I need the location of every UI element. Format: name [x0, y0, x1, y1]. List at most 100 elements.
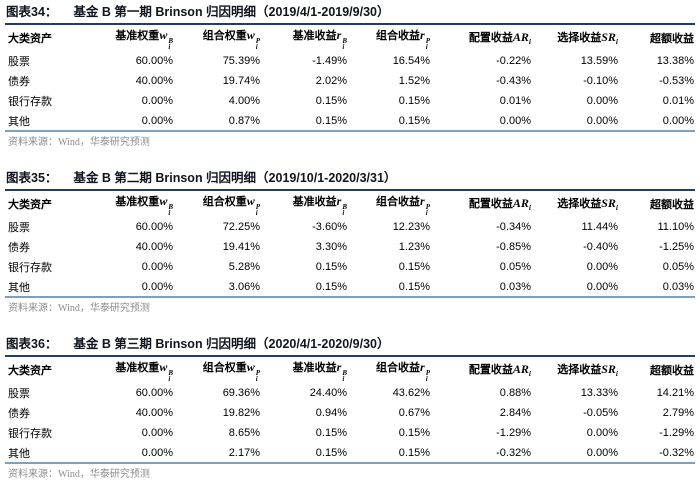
cell: -1.49% — [312, 55, 347, 67]
source-note: 资料来源：Wind，华泰研究预测 — [8, 303, 150, 314]
cell: 0.15% — [398, 95, 430, 107]
cell: 13.59% — [580, 55, 618, 67]
table-row-bank-deposits: 银行存款 0.00% 8.65% 0.15% 0.15% -1.29% 0.00… — [5, 423, 695, 443]
cell: 0.15% — [398, 114, 430, 127]
cell: 75.39% — [222, 55, 260, 67]
cell: 0.00% — [141, 446, 173, 459]
cell: -1.25% — [659, 241, 694, 253]
asset-label: 股票 — [8, 388, 30, 400]
source-note: 资料来源：Wind，华泰研究预测 — [8, 469, 150, 480]
table-row-bonds: 债券 40.00% 19.41% 3.30% 1.23% -0.85% -0.4… — [5, 237, 695, 257]
cell: 0.15% — [315, 280, 347, 293]
cell: 0.00% — [141, 427, 173, 439]
cell: 43.62% — [392, 387, 430, 399]
cell: -0.43% — [496, 75, 531, 87]
cell: -0.05% — [583, 407, 618, 419]
figure-35-title: 图表35： 基金 B 第二期 Brinson 归因明细（2019/10/1-20… — [5, 169, 695, 191]
figure-34-title: 图表34： 基金 B 第一期 Brinson 归因明细（2019/4/1-201… — [5, 3, 695, 25]
cell: 0.15% — [315, 95, 347, 107]
cell: 2.84% — [499, 407, 531, 419]
asset-label: 银行存款 — [8, 428, 52, 440]
cell: 69.36% — [222, 387, 260, 399]
cell: 0.94% — [315, 407, 347, 419]
figure-35-caption: 基金 B 第二期 Brinson 归因明细（2019/10/1-2020/3/3… — [73, 171, 397, 185]
figure-36-number: 图表36： — [6, 337, 58, 351]
cell: 19.82% — [222, 407, 260, 419]
col-header-selection-return: 选择收益SRi — [557, 30, 618, 47]
cell: 13.38% — [656, 55, 694, 67]
cell: 72.25% — [222, 221, 260, 233]
asset-label: 其他 — [8, 447, 30, 460]
col-header-allocation-return: 配置收益ARi — [468, 362, 531, 379]
cell: 0.15% — [315, 114, 347, 127]
cell: 0.01% — [499, 95, 531, 107]
asset-label: 股票 — [8, 56, 30, 68]
figure-36: 图表36： 基金 B 第三期 Brinson 归因明细（2020/4/1-202… — [5, 335, 695, 481]
cell: 0.87% — [228, 114, 260, 127]
asset-label: 债券 — [8, 242, 30, 254]
cell: 14.21% — [656, 387, 694, 399]
cell: 0.15% — [315, 261, 347, 273]
figure-35-number: 图表35： — [6, 171, 58, 185]
cell: 2.17% — [228, 446, 260, 459]
cell: 5.28% — [228, 261, 260, 273]
cell: 0.03% — [499, 280, 531, 293]
cell: 2.02% — [315, 75, 347, 87]
cell: 0.00% — [586, 95, 618, 107]
cell: 3.06% — [228, 280, 260, 293]
cell: 60.00% — [135, 55, 173, 67]
figure-35: 图表35： 基金 B 第二期 Brinson 归因明细（2019/10/1-20… — [5, 169, 695, 315]
cell: 11.44% — [581, 221, 619, 233]
col-header-allocation-return: 配置收益ARi — [468, 196, 531, 213]
cell: 12.23% — [392, 221, 430, 233]
table-row-bank-deposits: 银行存款 0.00% 4.00% 0.15% 0.15% 0.01% 0.00%… — [5, 91, 695, 111]
cell: 11.10% — [657, 221, 695, 233]
cell: 0.03% — [662, 280, 694, 293]
cell: -0.32% — [659, 446, 694, 459]
cell: 19.41% — [222, 241, 260, 253]
cell: 0.00% — [586, 261, 618, 273]
cell: 0.00% — [586, 446, 618, 459]
cell: 3.30% — [315, 241, 347, 253]
table-row-stocks: 股票 60.00% 69.36% 24.40% 43.62% 0.88% 13.… — [5, 383, 695, 403]
col-header-excess-return: 超额收益 — [650, 33, 694, 45]
figure-36-title: 图表36： 基金 B 第三期 Brinson 归因明细（2020/4/1-202… — [5, 335, 695, 357]
cell: 0.05% — [499, 261, 531, 273]
cell: -0.22% — [496, 55, 531, 67]
cell: -1.29% — [496, 427, 531, 439]
figure-34-caption: 基金 B 第一期 Brinson 归因明细（2019/4/1-2019/9/30… — [73, 5, 390, 19]
cell: 0.00% — [141, 95, 173, 107]
cell: 0.00% — [499, 114, 531, 127]
cell: -0.10% — [583, 75, 618, 87]
table-row-other: 其他 0.00% 2.17% 0.15% 0.15% -0.32% 0.00% … — [5, 443, 695, 463]
cell: 0.05% — [662, 261, 694, 273]
figure-34-number: 图表34： — [6, 5, 58, 19]
col-header-selection-return: 选择收益SRi — [557, 196, 618, 213]
col-header-asset-class: 大类资产 — [8, 365, 52, 377]
cell: 0.15% — [398, 261, 430, 273]
cell: 0.15% — [315, 446, 347, 459]
col-header-excess-return: 超额收益 — [650, 199, 694, 211]
cell: 4.00% — [228, 95, 260, 107]
asset-label: 债券 — [8, 408, 30, 420]
asset-label: 其他 — [8, 115, 30, 128]
cell: 0.00% — [586, 427, 618, 439]
cell: 60.00% — [135, 221, 173, 233]
cell: -0.34% — [496, 221, 531, 233]
table-row-other: 其他 0.00% 0.87% 0.15% 0.15% 0.00% 0.00% 0… — [5, 111, 695, 131]
cell: 0.01% — [662, 95, 694, 107]
